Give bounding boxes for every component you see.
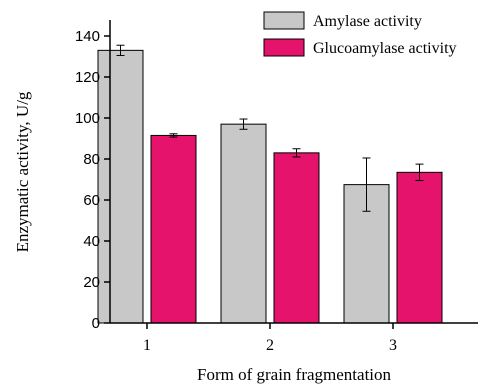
y-axis-title: Enzymatic activity, U/g [13,91,32,252]
error-bars-layer [116,44,424,212]
bar-amylase-2 [220,123,267,324]
y-tick-label: 120 [75,69,100,86]
y-tick-label: 140 [75,28,100,45]
legend-label-glucoamylase: Glucoamylase activity [313,40,457,57]
x-axis-title: Form of grain fragmentation [197,365,392,384]
legend-swatch-glucoamylase [263,38,305,57]
x-tick-label: 1 [143,337,151,354]
y-tick-label: 20 [83,274,100,291]
legend-swatch-amylase [263,11,305,30]
bar-glucoamylase-2 [273,152,320,324]
bar-glucoamylase-1 [150,134,197,324]
y-tick-label: 40 [83,233,100,250]
y-tick-label: 100 [75,110,100,127]
y-tick-label: 0 [92,315,100,332]
legend: Amylase activity Glucoamylase activity [263,11,457,57]
y-ticks-layer: 0 20 40 60 80 100 120 140 [75,28,110,332]
bar-amylase-1 [97,49,144,324]
bars-layer [97,49,443,324]
y-tick-label: 60 [83,192,100,209]
bar-glucoamylase-3 [396,171,443,324]
x-tick-label: 3 [389,337,397,354]
y-tick-label: 80 [83,151,100,168]
legend-label-amylase: Amylase activity [313,13,422,30]
axes-layer [109,20,478,324]
x-tick-label: 2 [266,337,274,354]
x-ticks-layer: 1 2 3 [143,323,397,354]
